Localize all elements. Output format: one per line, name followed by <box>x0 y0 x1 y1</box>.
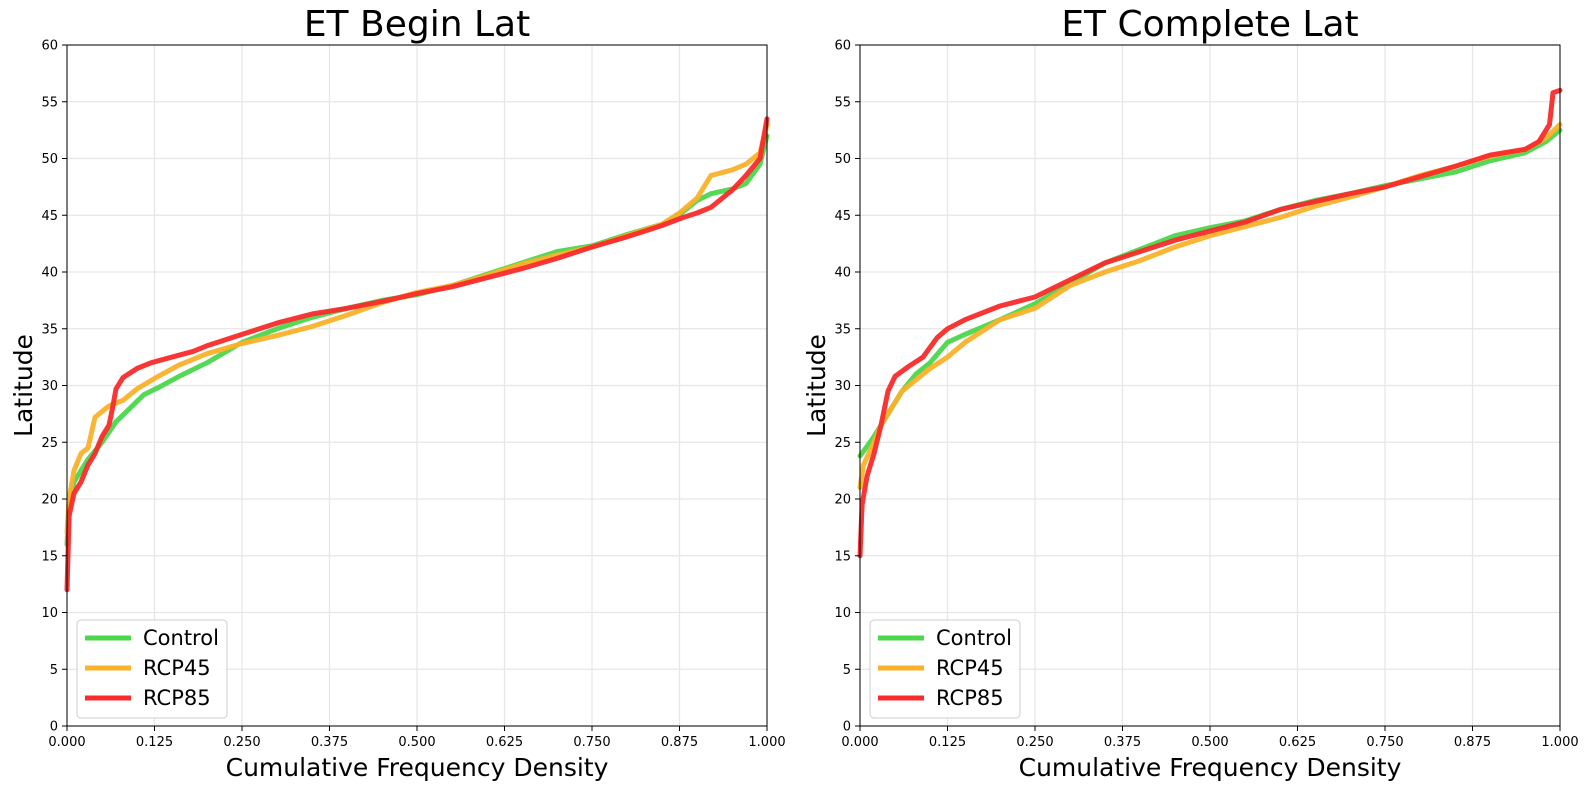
chart-title: ET Complete Lat <box>1061 4 1358 45</box>
y-axis-label: Latitude <box>9 334 38 437</box>
chart-panel-1: 0.000 0.125 0.250 0.375 0.500 0.625 0.750 0.875… <box>9 4 786 782</box>
y-tick-label: 40 <box>834 266 851 281</box>
y-tick-label: 50 <box>41 152 58 167</box>
x-tick-label: 0.000 <box>841 735 878 750</box>
x-tick-label: 0.625 <box>1279 735 1316 750</box>
y-axis-label: Latitude <box>802 334 831 437</box>
y-tick-label: 60 <box>834 39 851 54</box>
legend-box <box>76 619 228 719</box>
x-tick-label: 0.500 <box>398 735 435 750</box>
x-tick-label: 0.375 <box>311 735 348 750</box>
legend-box <box>869 619 1021 719</box>
series-lines <box>64 116 770 593</box>
x-axis: 0.000 0.125 0.250 0.375 0.500 0.625 0.750 0.875… <box>48 726 786 750</box>
x-tick-label: 0.125 <box>136 735 173 750</box>
x-tick-label: 0.500 <box>1191 735 1228 750</box>
y-tick-label: 10 <box>41 606 58 621</box>
x-axis-label: Cumulative Frequency Density <box>226 753 609 782</box>
y-tick-label: 5 <box>843 663 851 678</box>
chart-panel-2: 0.000 0.125 0.250 0.375 0.500 0.625 0.750 0.875… <box>802 4 1579 782</box>
y-tick-label: 20 <box>41 493 58 508</box>
series-line-rcp85 <box>64 116 770 593</box>
x-tick-label: 1.000 <box>748 735 785 750</box>
legend-label-control: Control <box>936 626 1012 650</box>
x-tick-label: 0.375 <box>1104 735 1141 750</box>
series-line-rcp85 <box>857 87 1563 559</box>
legend-label-rcp85: RCP85 <box>143 686 211 710</box>
y-tick-label: 45 <box>834 209 851 224</box>
y-axis: 0 5 10 15 20 25 30 35 40 45 50 55 60 <box>834 39 860 735</box>
x-tick-label: 0.875 <box>661 735 698 750</box>
y-tick-label: 30 <box>41 379 58 394</box>
x-tick-label: 0.125 <box>929 735 966 750</box>
y-tick-label: 55 <box>834 95 851 110</box>
x-tick-label: 0.625 <box>486 735 523 750</box>
y-tick-label: 35 <box>41 322 58 337</box>
y-tick-label: 0 <box>843 720 851 735</box>
y-tick-label: 25 <box>834 436 851 451</box>
y-tick-label: 25 <box>41 436 58 451</box>
y-tick-label: 40 <box>41 266 58 281</box>
x-axis-label: Cumulative Frequency Density <box>1019 753 1402 782</box>
y-tick-label: 50 <box>834 152 851 167</box>
y-tick-label: 45 <box>41 209 58 224</box>
x-tick-label: 0.750 <box>1366 735 1403 750</box>
x-axis: 0.000 0.125 0.250 0.375 0.500 0.625 0.750 0.875… <box>841 726 1579 750</box>
series-line-rcp45 <box>64 122 770 536</box>
legend-label-control: Control <box>143 626 219 650</box>
y-tick-label: 10 <box>834 606 851 621</box>
y-axis: 0 5 10 15 20 25 30 35 40 45 50 55 60 <box>41 39 67 735</box>
y-tick-label: 15 <box>41 549 58 564</box>
x-tick-label: 0.250 <box>1016 735 1053 750</box>
legend-label-rcp45: RCP45 <box>143 656 211 680</box>
y-tick-label: 30 <box>834 379 851 394</box>
chart-title: ET Begin Lat <box>304 4 530 45</box>
legend-label-rcp45: RCP45 <box>936 656 1004 680</box>
x-tick-label: 0.000 <box>48 735 85 750</box>
y-tick-label: 0 <box>50 720 58 735</box>
legend: Control RCP45 RCP85 <box>869 619 1021 719</box>
y-tick-label: 60 <box>41 39 58 54</box>
series-lines <box>857 87 1563 559</box>
y-tick-label: 55 <box>41 95 58 110</box>
legend: Control RCP45 RCP85 <box>76 619 228 719</box>
x-tick-label: 0.250 <box>223 735 260 750</box>
x-tick-label: 1.000 <box>1541 735 1578 750</box>
y-tick-label: 35 <box>834 322 851 337</box>
y-tick-label: 5 <box>50 663 58 678</box>
x-tick-label: 0.875 <box>1454 735 1491 750</box>
legend-label-rcp85: RCP85 <box>936 686 1004 710</box>
y-tick-label: 20 <box>834 493 851 508</box>
y-tick-label: 15 <box>834 549 851 564</box>
x-tick-label: 0.750 <box>573 735 610 750</box>
